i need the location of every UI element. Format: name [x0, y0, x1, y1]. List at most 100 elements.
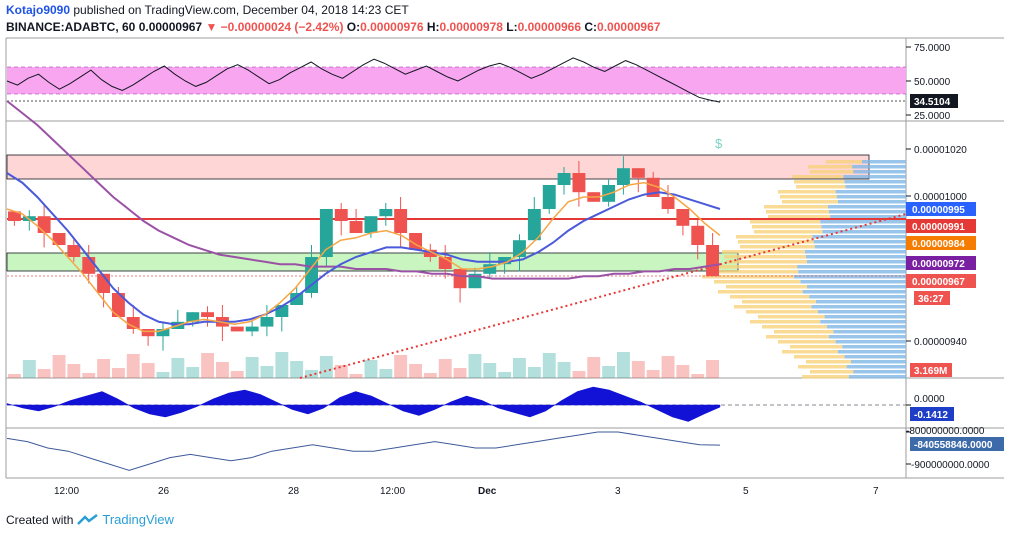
- rsi-tick-25: 25.0000: [906, 111, 951, 122]
- volume-profile-sell-bar: [766, 335, 829, 339]
- svg-text:0.00000967: 0.00000967: [912, 277, 965, 288]
- last-price: 0.00000967: [138, 20, 203, 34]
- footer: Created with TradingView: [6, 512, 174, 528]
- volume-profile-sell-bar: [778, 190, 836, 194]
- volume-bar: [230, 371, 244, 378]
- price-tag-967: 0.00000967: [906, 274, 976, 288]
- symbol-name: BINANCE:ADABTC, 60: [6, 20, 136, 34]
- candle-body: [37, 216, 51, 233]
- candle-body: [8, 211, 21, 221]
- volume-profile-buy-bar: [835, 340, 906, 344]
- volume-profile-sell-bar: [750, 220, 821, 224]
- volume-profile-buy-bar: [818, 310, 906, 314]
- volume-bar: [349, 374, 363, 378]
- candle-body: [661, 197, 675, 209]
- volume-profile-sell-bar: [810, 170, 854, 174]
- volume-profile-buy-bar: [844, 355, 906, 359]
- volume-bar: [602, 366, 616, 378]
- price-change: −0.00000024 (−2.42%): [220, 20, 344, 34]
- price-tick-1020: 0.00001020: [906, 145, 967, 156]
- candle-body: [230, 326, 244, 332]
- volume-profile-buy-bar: [853, 370, 906, 374]
- volume-profile-buy-bar: [852, 165, 906, 169]
- candle-body: [483, 264, 497, 274]
- price-tag-991: 0.00000991: [906, 219, 976, 233]
- rsi-value-tag: 34.5104: [910, 94, 958, 108]
- volume-profile-sell-bar: [806, 360, 851, 364]
- volume-bars: [8, 352, 719, 378]
- svg-text:0.00000995: 0.00000995: [912, 205, 965, 216]
- volume-profile-buy-bar: [851, 360, 906, 364]
- volume-profile-buy-bar: [793, 275, 906, 279]
- author-link[interactable]: Kotajo9090: [6, 3, 71, 17]
- volume-profile-buy-bar: [833, 330, 906, 334]
- volume-profile-buy-bar: [835, 190, 906, 194]
- candle-body: [334, 209, 348, 221]
- svg-text:0.00001000: 0.00001000: [914, 192, 967, 203]
- tradingview-brand[interactable]: TradingView: [102, 512, 174, 527]
- candle-body: [141, 329, 155, 337]
- volume-profile-buy-bar: [844, 180, 906, 184]
- volume-profile-buy-bar: [842, 345, 906, 349]
- volume-profile-buy-bar: [807, 285, 906, 289]
- close-label: C:: [584, 20, 598, 34]
- volume-profile-sell-bar: [768, 215, 831, 219]
- svg-text:0.00000940: 0.00000940: [914, 337, 967, 348]
- svg-text:75.0000: 75.0000: [914, 43, 951, 54]
- volume-profile-buy-bar: [848, 375, 906, 379]
- created-with-text: Created with: [6, 513, 74, 527]
- candle-body: [394, 209, 408, 233]
- svg-text:-0.1412: -0.1412: [914, 410, 948, 421]
- volume-bar: [201, 353, 214, 378]
- volume-bar: [141, 363, 155, 378]
- volume-bar: [572, 371, 586, 378]
- candle-body: [498, 257, 512, 265]
- osc-value-tag: -0.1412: [910, 407, 954, 421]
- volume-profile-buy-bar: [815, 300, 906, 304]
- candle-body: [468, 273, 482, 289]
- svg-text:0.00000972: 0.00000972: [912, 259, 965, 270]
- volume-bar: [706, 360, 719, 378]
- candle-body: [631, 168, 645, 178]
- svg-text:0.00001020: 0.00001020: [914, 145, 967, 156]
- close-value: 0.00000967: [597, 20, 661, 34]
- time-tick: 7: [873, 486, 879, 497]
- volume-profile-buy-bar: [814, 245, 906, 249]
- volume-bar: [171, 358, 185, 378]
- candle-body: [67, 245, 81, 257]
- volume-bar: [498, 372, 512, 378]
- volume-bar: [527, 367, 541, 378]
- volume-profile-sell-bar: [742, 300, 816, 304]
- volume-bar: [260, 366, 274, 378]
- volume-profile-sell-bar: [762, 325, 827, 329]
- volume-profile-buy-bar: [843, 175, 906, 179]
- volume-profile-buy-bar: [809, 295, 906, 299]
- volume-profile: [702, 160, 906, 379]
- candle-body: [542, 185, 556, 209]
- ma-fast-line: [6, 181, 721, 333]
- high-value: 0.00000978: [439, 20, 503, 34]
- svg-text:0.00000991: 0.00000991: [912, 222, 965, 233]
- volume-bar: [631, 361, 645, 378]
- volume-bar: [67, 364, 81, 378]
- time-tick: 26: [158, 486, 170, 497]
- volume-profile-sell-bar: [714, 280, 801, 284]
- volume-bar: [483, 363, 497, 378]
- volume-profile-sell-bar: [708, 265, 798, 269]
- obv-value-tag: -840558846.0000: [910, 437, 1004, 451]
- ma-slow-line: [6, 100, 721, 280]
- candle-body: [676, 209, 690, 226]
- volume-profile-buy-bar: [822, 230, 906, 234]
- volume-bar: [423, 373, 437, 378]
- svg-text:50.0000: 50.0000: [914, 77, 951, 88]
- right-axis: 75.0000 50.0000 25.0000 0.00001020 0.000…: [906, 43, 990, 471]
- candle-body: [527, 209, 541, 241]
- volume-profile-sell-bar: [810, 370, 854, 374]
- published-text: published on TradingView.com, December 0…: [73, 3, 409, 17]
- candle-body: [557, 173, 571, 185]
- candle-body: [260, 317, 274, 327]
- candle-body: [453, 269, 467, 289]
- candle-body: [572, 173, 586, 193]
- volume-profile-buy-bar: [800, 280, 906, 284]
